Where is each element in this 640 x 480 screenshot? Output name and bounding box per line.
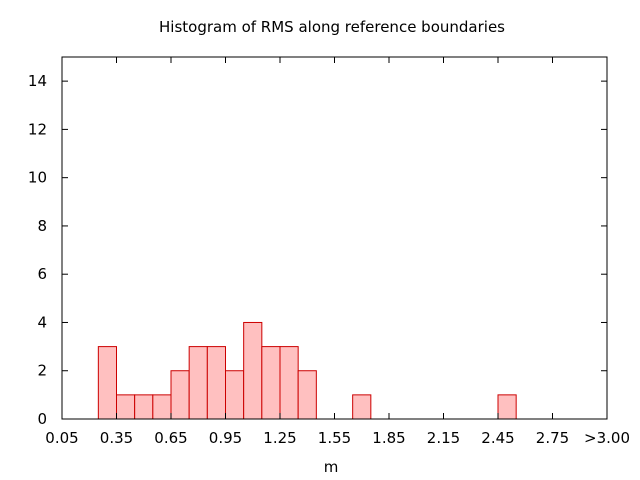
y-tick-label: 4 [37,313,47,331]
histogram-bar [170,370,190,420]
x-axis-label: m [324,458,339,476]
histogram-bar [261,346,281,420]
x-tick-label: 0.35 [100,429,133,447]
x-axis: 0.05 0.35 0.65 0.95 1.25 1.55 1.85 2.15 2.45 2.75… [45,57,630,447]
y-tick-label: 8 [37,217,47,235]
histogram-bar [497,394,517,420]
x-tick-label: 2.75 [536,429,569,447]
x-tick-label: 1.85 [372,429,405,447]
y-tick-label: 0 [37,410,47,428]
histogram-bar [188,346,208,420]
y-tick-label: 6 [37,265,47,283]
histogram-bar [352,394,372,420]
histogram-bar [225,370,245,420]
x-tick-label: 0.95 [209,429,242,447]
x-tick-label: 1.25 [263,429,296,447]
histogram-bar [134,394,154,420]
y-tick-label: 2 [37,362,47,380]
bars-group [97,321,517,420]
histogram-bar [152,394,172,420]
histogram-bar [97,346,118,420]
plot-frame [61,56,608,420]
chart-title: Histogram of RMS along reference boundar… [159,18,505,36]
x-tick-label: 2.45 [481,429,514,447]
histogram-bar [206,346,226,420]
x-tick-label: 2.15 [427,429,460,447]
y-tick-label: 10 [28,169,47,187]
x-tick-label: 1.55 [318,429,351,447]
y-tick-label: 14 [28,72,47,90]
histogram-bar [243,321,263,420]
y-axis: 0 2 4 6 8 10 12 14 [28,72,607,428]
x-tick-label: >3.00 [584,429,630,447]
x-tick-label: 0.65 [154,429,187,447]
histogram-bar [297,370,317,420]
x-tick-label: 0.05 [45,429,78,447]
histogram-bar [279,346,299,420]
histogram-bar [116,394,136,420]
y-tick-label: 12 [28,120,47,138]
